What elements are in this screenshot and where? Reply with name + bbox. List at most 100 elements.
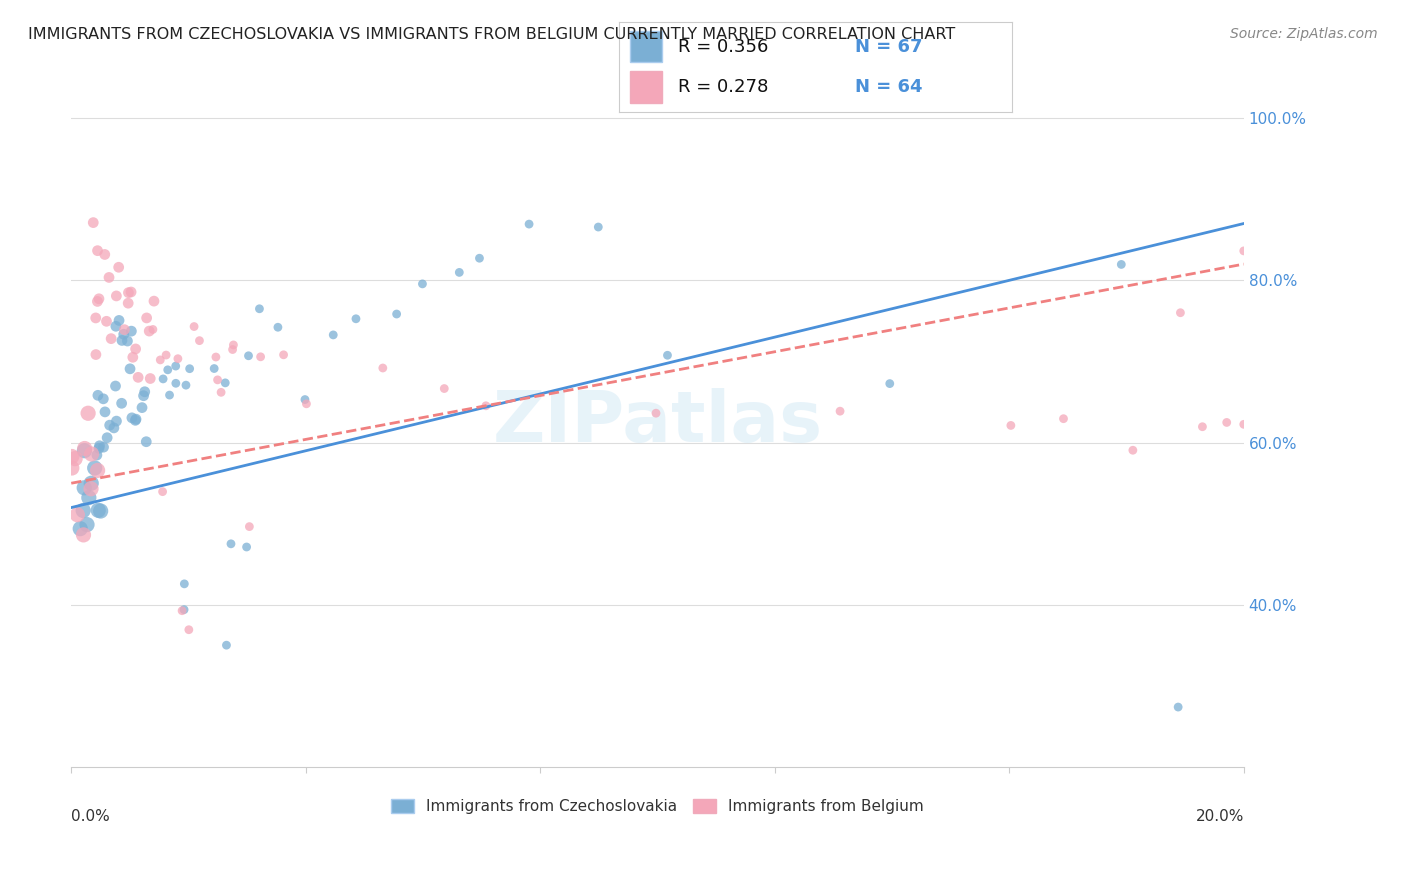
Point [222, 338, 245, 352]
Point [155, 348, 177, 362]
Point [134, 384, 156, 399]
Point [238, 519, 260, 533]
Point [72, 528, 94, 542]
Point [93, 440, 115, 454]
Point [73, 481, 96, 495]
Point [98, 270, 121, 285]
Point [152, 372, 174, 386]
FancyBboxPatch shape [630, 71, 662, 103]
Point [1191, 419, 1213, 434]
Point [138, 324, 160, 338]
Point [215, 638, 238, 652]
Point [165, 359, 187, 373]
Point [60, 450, 83, 464]
Point [433, 382, 456, 396]
Point [77, 491, 100, 505]
Point [105, 414, 128, 428]
Point [173, 602, 195, 616]
Point [112, 327, 135, 342]
Point [1167, 700, 1189, 714]
Point [879, 376, 901, 391]
Point [1000, 418, 1022, 433]
Point [294, 392, 316, 407]
Point [86, 463, 108, 477]
Point [1215, 416, 1237, 430]
Point [124, 413, 146, 427]
Point [125, 412, 148, 426]
Point [202, 361, 225, 376]
Point [183, 319, 205, 334]
Point [1052, 411, 1074, 425]
Point [209, 385, 232, 400]
Point [80, 482, 103, 496]
Point [87, 292, 110, 306]
Point [118, 361, 141, 376]
Point [249, 301, 271, 316]
Point [80, 447, 103, 461]
Point [103, 421, 125, 435]
Point [828, 404, 851, 418]
Point [385, 307, 408, 321]
Point [121, 410, 143, 425]
Point [1233, 417, 1256, 432]
Point [77, 406, 100, 420]
Point [87, 442, 110, 456]
Point [86, 244, 108, 258]
Point [96, 431, 118, 445]
Point [1170, 306, 1192, 320]
Point [449, 265, 471, 279]
FancyBboxPatch shape [630, 31, 662, 62]
Point [86, 448, 108, 462]
Point [159, 388, 181, 402]
Point [177, 623, 200, 637]
Point [73, 443, 96, 458]
Text: 0.0%: 0.0% [72, 809, 110, 823]
Point [66, 508, 89, 522]
Point [121, 351, 143, 365]
Point [371, 361, 394, 376]
Point [1122, 443, 1144, 458]
Point [238, 349, 260, 363]
Point [94, 247, 117, 261]
Text: Source: ZipAtlas.com: Source: ZipAtlas.com [1230, 27, 1378, 41]
Point [117, 285, 139, 300]
Point [135, 434, 157, 449]
Text: N = 67: N = 67 [855, 38, 922, 56]
Point [82, 216, 104, 230]
Legend: Immigrants from Czechoslovakia, Immigrants from Belgium: Immigrants from Czechoslovakia, Immigran… [384, 791, 931, 822]
Point [107, 260, 129, 275]
Point [475, 399, 498, 413]
Point [117, 296, 139, 310]
Point [111, 334, 134, 348]
Point [295, 397, 318, 411]
Point [167, 351, 190, 366]
Point [188, 334, 211, 348]
Point [588, 220, 610, 235]
Point [94, 405, 117, 419]
Point [127, 370, 149, 384]
Point [322, 327, 344, 342]
Point [84, 347, 107, 361]
Point [120, 285, 142, 299]
Point [90, 504, 112, 518]
Point [91, 392, 114, 406]
Point [517, 217, 540, 231]
Point [645, 406, 668, 420]
Point [344, 311, 367, 326]
Point [207, 373, 229, 387]
Point [87, 503, 110, 517]
Point [111, 396, 134, 410]
Point [73, 442, 96, 456]
Point [174, 378, 197, 392]
Point [98, 418, 121, 433]
Point [76, 517, 98, 532]
Point [100, 332, 122, 346]
Point [205, 350, 228, 364]
Point [152, 484, 174, 499]
Point [149, 352, 172, 367]
Text: R = 0.356: R = 0.356 [678, 38, 768, 56]
Point [143, 294, 166, 309]
Point [156, 363, 179, 377]
Point [108, 313, 131, 327]
Point [117, 334, 139, 348]
